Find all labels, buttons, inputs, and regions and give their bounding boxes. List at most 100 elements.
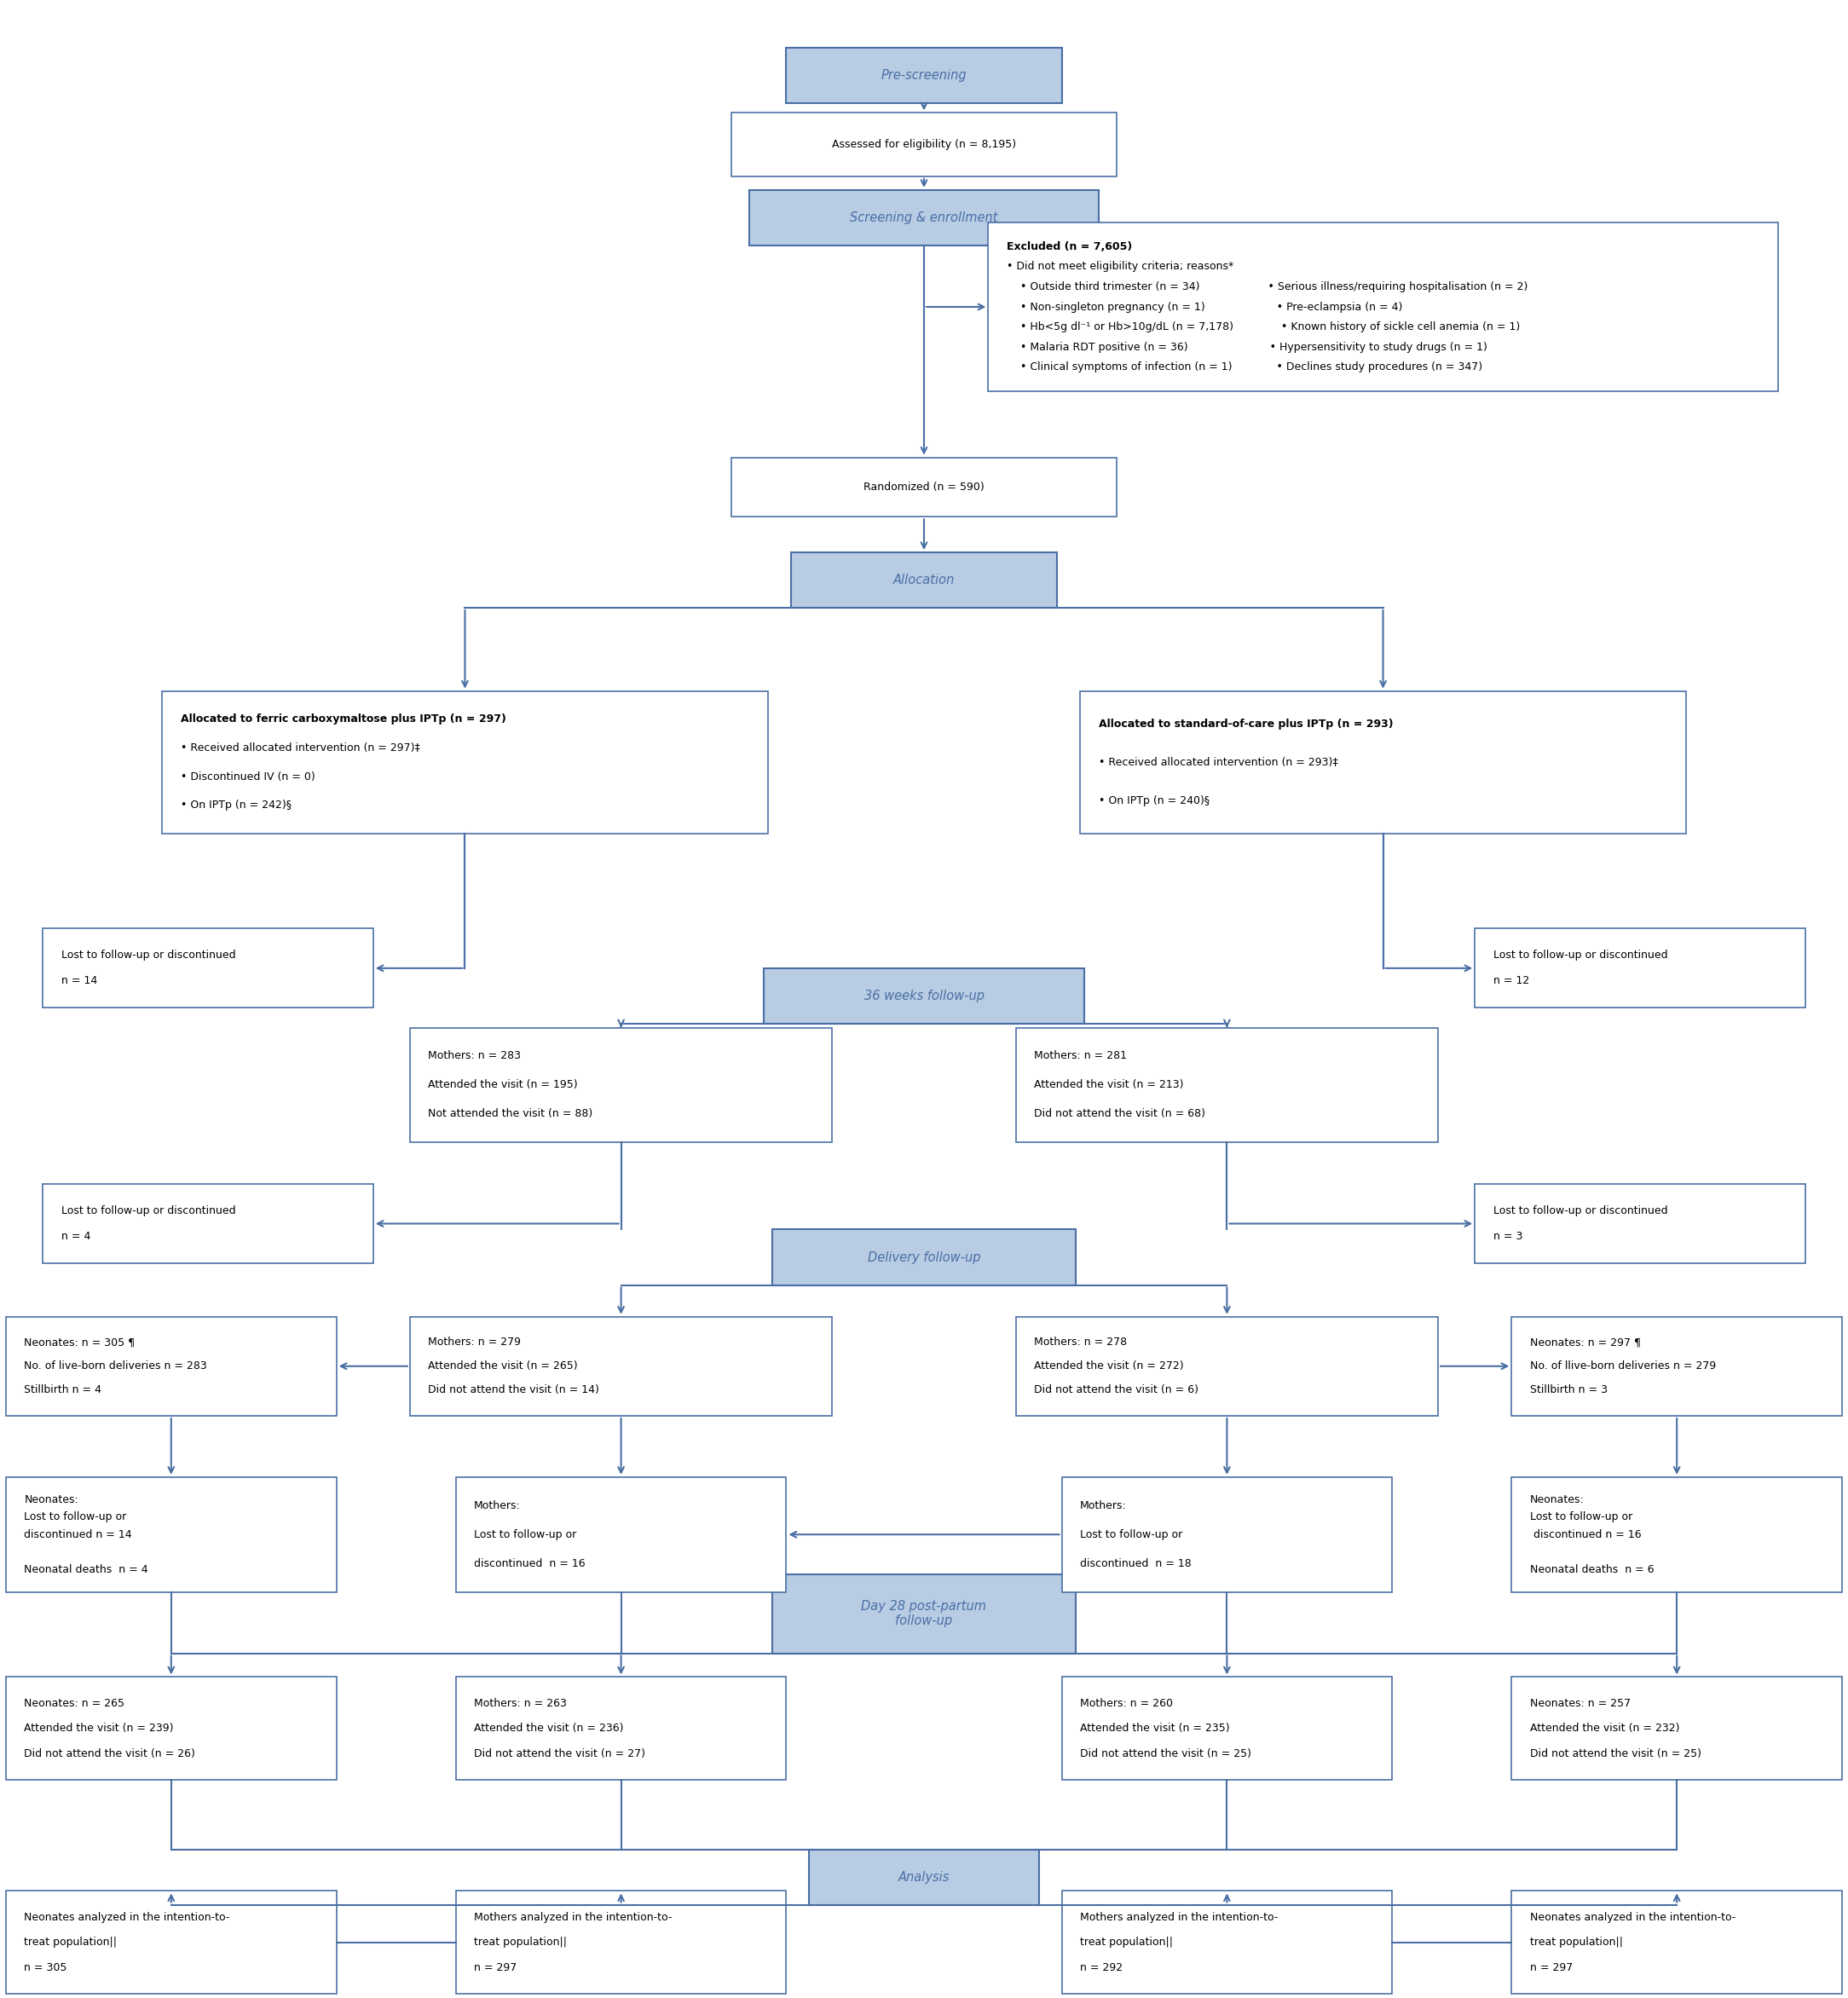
Text: Mothers analyzed in the intention-to-: Mothers analyzed in the intention-to- — [475, 1912, 673, 1922]
Text: treat population||: treat population|| — [1079, 1936, 1173, 1948]
Text: Did not attend the visit (n = 68): Did not attend the visit (n = 68) — [1035, 1109, 1205, 1119]
Text: Neonates:: Neonates: — [1530, 1495, 1584, 1504]
FancyBboxPatch shape — [785, 48, 1063, 104]
Text: treat population||: treat population|| — [475, 1936, 567, 1948]
FancyBboxPatch shape — [410, 1027, 832, 1143]
Text: Stillbirth n = 3: Stillbirth n = 3 — [1530, 1385, 1608, 1395]
Text: Neonatal deaths  n = 6: Neonatal deaths n = 6 — [1530, 1564, 1654, 1574]
Text: Did not attend the visit (n = 6): Did not attend the visit (n = 6) — [1035, 1385, 1199, 1395]
Text: n = 297: n = 297 — [475, 1962, 517, 1972]
Text: n = 12: n = 12 — [1493, 975, 1530, 987]
FancyBboxPatch shape — [763, 969, 1085, 1023]
Text: • Discontinued IV (n = 0): • Discontinued IV (n = 0) — [181, 771, 314, 781]
Text: Stillbirth n = 4: Stillbirth n = 4 — [24, 1385, 102, 1395]
Text: Not attended the visit (n = 88): Not attended the visit (n = 88) — [429, 1109, 593, 1119]
Text: Mothers: n = 279: Mothers: n = 279 — [429, 1337, 521, 1349]
FancyBboxPatch shape — [1512, 1477, 1842, 1592]
Text: Attended the visit (n = 235): Attended the visit (n = 235) — [1079, 1722, 1229, 1734]
Text: • On IPTp (n = 240)§: • On IPTp (n = 240)§ — [1098, 795, 1209, 805]
Text: Attended the visit (n = 195): Attended the visit (n = 195) — [429, 1079, 578, 1091]
Text: Neonates analyzed in the intention-to-: Neonates analyzed in the intention-to- — [24, 1912, 229, 1922]
Text: Attended the visit (n = 232): Attended the visit (n = 232) — [1530, 1722, 1680, 1734]
Text: treat population||: treat population|| — [1530, 1936, 1623, 1948]
Text: Did not attend the visit (n = 26): Did not attend the visit (n = 26) — [24, 1748, 196, 1758]
Text: Analysis: Analysis — [898, 1870, 950, 1884]
Text: Pre-screening: Pre-screening — [881, 68, 967, 82]
Text: discontinued  n = 18: discontinued n = 18 — [1079, 1558, 1192, 1568]
FancyBboxPatch shape — [6, 1317, 336, 1417]
FancyBboxPatch shape — [1016, 1027, 1438, 1143]
Text: • Clinical symptoms of infection (n = 1)             • Declines study procedures: • Clinical symptoms of infection (n = 1)… — [1007, 362, 1482, 374]
FancyBboxPatch shape — [43, 1185, 373, 1263]
Text: No. of live-born deliveries n = 283: No. of live-born deliveries n = 283 — [24, 1361, 207, 1373]
Text: • Received allocated intervention (n = 297)‡: • Received allocated intervention (n = 2… — [181, 743, 419, 753]
Text: Lost to follow-up or: Lost to follow-up or — [24, 1512, 128, 1522]
Text: discontinued n = 14: discontinued n = 14 — [24, 1528, 133, 1540]
Text: Allocation: Allocation — [893, 573, 955, 587]
FancyBboxPatch shape — [6, 1676, 336, 1780]
Text: • On IPTp (n = 242)§: • On IPTp (n = 242)§ — [181, 799, 292, 811]
Text: • Did not meet eligibility criteria; reasons*: • Did not meet eligibility criteria; rea… — [1007, 262, 1234, 272]
Text: • Hb<5g dl⁻¹ or Hb>10g/dL (n = 7,178)              • Known history of sickle cel: • Hb<5g dl⁻¹ or Hb>10g/dL (n = 7,178) • … — [1007, 322, 1521, 332]
Text: Lost to follow-up or: Lost to follow-up or — [475, 1528, 577, 1540]
Text: Neonates: n = 257: Neonates: n = 257 — [1530, 1698, 1630, 1708]
Text: n = 297: n = 297 — [1530, 1962, 1573, 1972]
FancyBboxPatch shape — [791, 551, 1057, 607]
FancyBboxPatch shape — [989, 222, 1778, 392]
FancyBboxPatch shape — [1475, 929, 1805, 1007]
Text: Lost to follow-up or discontinued: Lost to follow-up or discontinued — [61, 1205, 235, 1217]
Text: Mothers: n = 283: Mothers: n = 283 — [429, 1051, 521, 1061]
FancyBboxPatch shape — [772, 1229, 1076, 1285]
FancyBboxPatch shape — [772, 1574, 1076, 1652]
Text: n = 3: n = 3 — [1493, 1231, 1523, 1243]
Text: Screening & enrollment: Screening & enrollment — [850, 212, 998, 224]
Text: Neonates analyzed in the intention-to-: Neonates analyzed in the intention-to- — [1530, 1912, 1735, 1922]
FancyBboxPatch shape — [809, 1850, 1039, 1904]
FancyBboxPatch shape — [6, 1477, 336, 1592]
Text: Neonates: n = 265: Neonates: n = 265 — [24, 1698, 126, 1708]
FancyBboxPatch shape — [732, 112, 1116, 176]
Text: Did not attend the visit (n = 27): Did not attend the visit (n = 27) — [475, 1748, 645, 1758]
Text: • Outside third trimester (n = 34)                    • Serious illness/requirin: • Outside third trimester (n = 34) • Ser… — [1007, 282, 1528, 292]
Text: Day 28 post-partum
follow-up: Day 28 post-partum follow-up — [861, 1600, 987, 1628]
Text: Mothers: n = 278: Mothers: n = 278 — [1035, 1337, 1127, 1349]
Text: • Non-singleton pregnancy (n = 1)                     • Pre-eclampsia (n = 4): • Non-singleton pregnancy (n = 1) • Pre-… — [1007, 302, 1403, 312]
Text: discontinued  n = 16: discontinued n = 16 — [475, 1558, 586, 1568]
Text: Did not attend the visit (n = 25): Did not attend the visit (n = 25) — [1079, 1748, 1251, 1758]
Text: Lost to follow-up or: Lost to follow-up or — [1530, 1512, 1632, 1522]
Text: n = 14: n = 14 — [61, 975, 96, 987]
Text: Allocated to standard-of-care plus IPTp (n = 293): Allocated to standard-of-care plus IPTp … — [1098, 719, 1393, 729]
Text: Mothers:: Mothers: — [475, 1500, 521, 1510]
FancyBboxPatch shape — [1512, 1890, 1842, 1994]
Text: No. of llive-born deliveries n = 279: No. of llive-born deliveries n = 279 — [1530, 1361, 1717, 1373]
FancyBboxPatch shape — [456, 1477, 785, 1592]
Text: Did not attend the visit (n = 14): Did not attend the visit (n = 14) — [429, 1385, 599, 1395]
Text: Neonatal deaths  n = 4: Neonatal deaths n = 4 — [24, 1564, 148, 1574]
Text: Attended the visit (n = 272): Attended the visit (n = 272) — [1035, 1361, 1185, 1373]
Text: 36 weeks follow-up: 36 weeks follow-up — [863, 989, 985, 1003]
FancyBboxPatch shape — [732, 458, 1116, 517]
FancyBboxPatch shape — [1079, 691, 1685, 833]
Text: • Received allocated intervention (n = 293)‡: • Received allocated intervention (n = 2… — [1098, 757, 1338, 767]
Text: • Malaria RDT positive (n = 36)                        • Hypersensitivity to stu: • Malaria RDT positive (n = 36) • Hypers… — [1007, 342, 1488, 352]
FancyBboxPatch shape — [410, 1317, 832, 1417]
FancyBboxPatch shape — [1063, 1477, 1392, 1592]
Text: n = 292: n = 292 — [1079, 1962, 1124, 1972]
Text: Mothers analyzed in the intention-to-: Mothers analyzed in the intention-to- — [1079, 1912, 1279, 1922]
Text: Attended the visit (n = 265): Attended the visit (n = 265) — [429, 1361, 578, 1373]
Text: Assessed for eligibility (n = 8,195): Assessed for eligibility (n = 8,195) — [832, 140, 1016, 150]
Text: Lost to follow-up or discontinued: Lost to follow-up or discontinued — [1493, 1205, 1667, 1217]
FancyBboxPatch shape — [456, 1676, 785, 1780]
Text: Attended the visit (n = 213): Attended the visit (n = 213) — [1035, 1079, 1185, 1091]
FancyBboxPatch shape — [456, 1890, 785, 1994]
Text: Lost to follow-up or discontinued: Lost to follow-up or discontinued — [61, 949, 235, 961]
FancyBboxPatch shape — [750, 190, 1098, 246]
Text: n = 305: n = 305 — [24, 1962, 67, 1972]
Text: Attended the visit (n = 236): Attended the visit (n = 236) — [475, 1722, 625, 1734]
Text: n = 4: n = 4 — [61, 1231, 91, 1243]
Text: Excluded (n = 7,605): Excluded (n = 7,605) — [1007, 242, 1133, 252]
Text: Mothers: n = 263: Mothers: n = 263 — [475, 1698, 567, 1708]
Text: Randomized (n = 590): Randomized (n = 590) — [863, 482, 985, 494]
Text: Neonates:: Neonates: — [24, 1495, 79, 1504]
Text: Allocated to ferric carboxymaltose plus IPTp (n = 297): Allocated to ferric carboxymaltose plus … — [181, 713, 506, 725]
